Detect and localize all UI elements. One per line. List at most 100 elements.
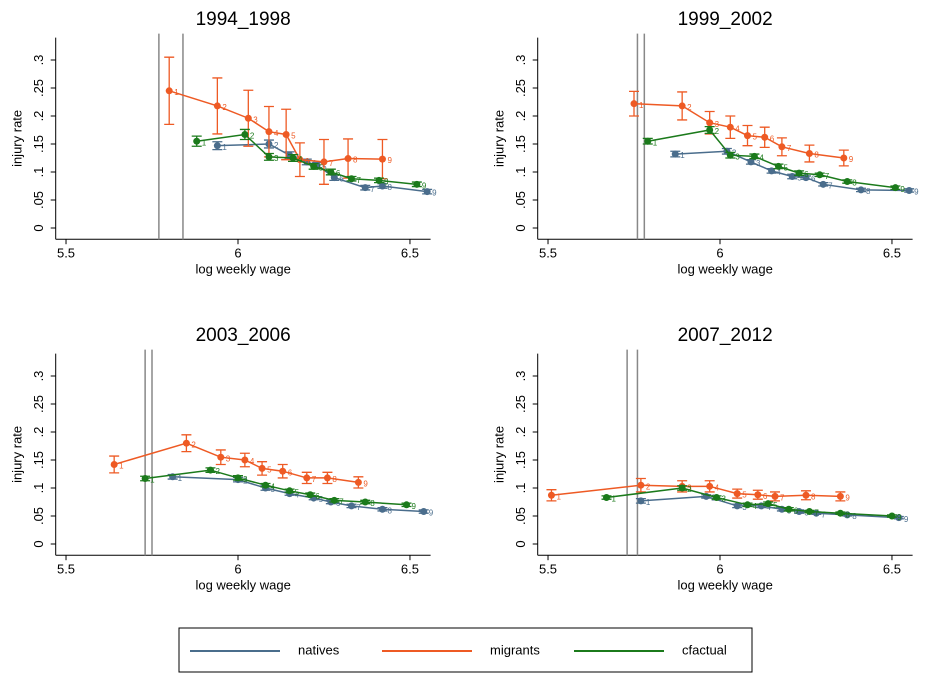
- x-tick-label: 5.5: [57, 562, 75, 577]
- point-label: 1: [178, 474, 183, 483]
- point-label: 7: [370, 185, 375, 194]
- marker: [726, 123, 734, 131]
- point-label: 2: [715, 127, 720, 136]
- marker: [213, 102, 221, 110]
- marker: [347, 502, 355, 510]
- marker: [182, 439, 190, 447]
- point-label: 7: [787, 144, 792, 153]
- marker: [637, 497, 645, 505]
- marker: [891, 184, 899, 192]
- marker: [905, 186, 913, 194]
- marker: [678, 484, 686, 492]
- point-label: 8: [814, 151, 819, 160]
- point-label: 4: [753, 502, 758, 511]
- point-label: 2: [687, 485, 692, 494]
- marker: [788, 172, 796, 180]
- marker: [244, 114, 252, 122]
- marker: [361, 498, 369, 506]
- marker: [726, 151, 734, 159]
- point-label: 6: [336, 169, 341, 178]
- marker: [644, 137, 652, 145]
- y-tick-label: .1: [513, 483, 528, 494]
- marker: [306, 491, 314, 499]
- point-label: 4: [735, 124, 740, 133]
- marker: [327, 168, 335, 176]
- point-label: 5: [267, 466, 272, 475]
- marker: [378, 155, 386, 163]
- x-tick-label: 6.5: [401, 246, 419, 261]
- x-axis-label: log weekly wage: [195, 262, 290, 277]
- series-line: [551, 484, 841, 498]
- point-label: 3: [295, 152, 300, 161]
- point-label: 5: [783, 164, 788, 173]
- y-axis-label: injury rate: [491, 426, 506, 483]
- point-label: 7: [828, 181, 833, 190]
- y-tick-label: .15: [513, 451, 528, 469]
- point-label: 5: [291, 132, 296, 141]
- point-label: 5: [773, 501, 778, 510]
- y-tick-label: .05: [31, 191, 46, 209]
- marker: [361, 184, 369, 192]
- y-tick-label: 0: [31, 224, 46, 231]
- point-label: 9: [904, 515, 909, 524]
- point-label: 7: [356, 176, 361, 185]
- marker: [888, 512, 896, 520]
- marker: [241, 130, 249, 138]
- marker: [678, 102, 686, 110]
- y-tick-label: 0: [513, 224, 528, 231]
- marker: [744, 501, 752, 509]
- x-tick-label: 5.5: [539, 562, 557, 577]
- marker: [602, 494, 610, 502]
- y-tick-label: .25: [31, 395, 46, 413]
- y-axis-label: injury rate: [491, 110, 506, 167]
- point-label: 7: [312, 475, 317, 484]
- point-label: 9: [432, 189, 437, 198]
- marker: [323, 474, 331, 482]
- point-label: 5: [319, 164, 324, 173]
- marker: [843, 178, 851, 186]
- point-label: 8: [852, 512, 857, 521]
- point-label: 1: [680, 151, 685, 160]
- point-label: 4: [271, 482, 276, 491]
- marker: [671, 150, 679, 158]
- x-tick-label: 6: [234, 246, 241, 261]
- point-label: 7: [356, 503, 361, 512]
- marker: [344, 155, 352, 163]
- marker: [840, 154, 848, 162]
- point-label: 3: [243, 475, 248, 484]
- series-line: [168, 90, 383, 163]
- y-tick-label: .2: [513, 111, 528, 122]
- point-label: 4: [777, 168, 782, 177]
- point-label: 7: [821, 510, 826, 519]
- y-axis-label: injury rate: [9, 110, 24, 167]
- y-tick-label: .05: [31, 507, 46, 525]
- marker: [836, 509, 844, 517]
- y-tick-label: .2: [31, 427, 46, 438]
- marker: [241, 456, 249, 464]
- point-label: 3: [253, 115, 258, 124]
- point-label: 5: [797, 174, 802, 183]
- point-label: 9: [849, 155, 854, 164]
- marker: [630, 100, 638, 108]
- y-tick-label: .3: [31, 371, 46, 382]
- marker: [747, 158, 755, 166]
- panel-title: 1994_1998: [196, 9, 291, 30]
- marker: [802, 174, 810, 182]
- y-tick-label: .25: [513, 395, 528, 413]
- point-label: 6: [794, 506, 799, 515]
- marker: [310, 162, 318, 170]
- x-axis-label: log weekly wage: [677, 578, 772, 593]
- marker: [895, 514, 903, 522]
- marker: [378, 505, 386, 513]
- point-label: 3: [756, 159, 761, 168]
- point-label: 8: [353, 156, 358, 165]
- point-label: 8: [387, 183, 392, 192]
- marker: [805, 508, 813, 516]
- point-label: 3: [722, 495, 727, 504]
- point-label: 1: [639, 101, 644, 110]
- y-tick-label: 0: [513, 540, 528, 547]
- point-label: 6: [315, 492, 320, 501]
- x-tick-label: 6.5: [883, 246, 901, 261]
- point-label: 9: [363, 480, 368, 489]
